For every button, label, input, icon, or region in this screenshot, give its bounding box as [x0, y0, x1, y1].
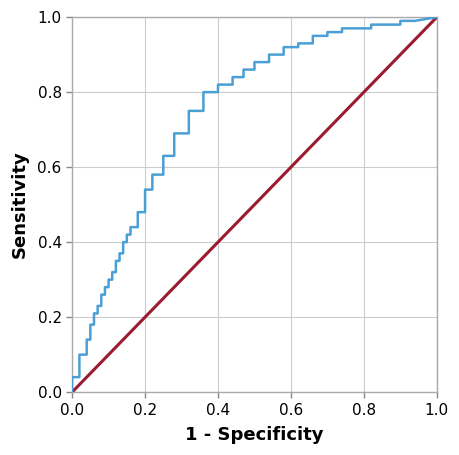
- Y-axis label: Sensitivity: Sensitivity: [11, 151, 29, 258]
- X-axis label: 1 - Specificity: 1 - Specificity: [185, 426, 323, 444]
